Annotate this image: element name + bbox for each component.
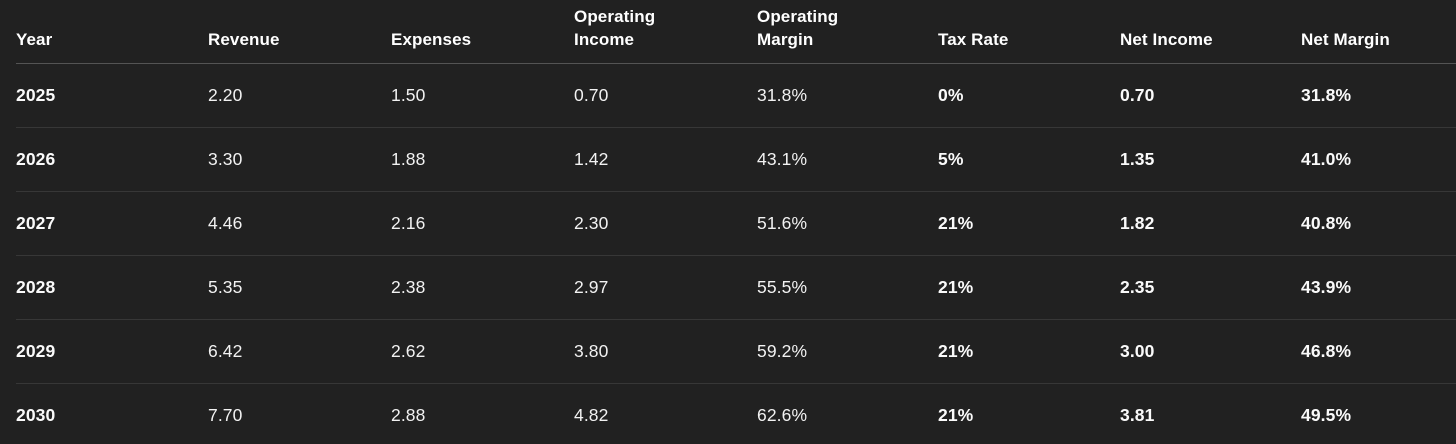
cell-tax-rate: 21% [938, 341, 974, 361]
table-row: 2025 2.20 1.50 0.70 31.8% 0% 0.70 31.8% [16, 64, 1456, 128]
header-row: Year Revenue Expenses Operating Income Opera… [16, 0, 1456, 64]
table-header: Year Revenue Expenses Operating Income Opera… [16, 0, 1456, 64]
cell-net-income: 1.82 [1120, 213, 1155, 233]
cell-operating-income: 3.80 [574, 341, 609, 361]
table-row: 2026 3.30 1.88 1.42 43.1% 5% 1.35 41.0% [16, 128, 1456, 192]
cell-operating-margin: 43.1% [757, 149, 808, 169]
column-header-revenue: Revenue [208, 30, 280, 49]
cell-expenses: 1.50 [391, 85, 426, 105]
cell-net-income: 3.81 [1120, 405, 1155, 425]
cell-tax-rate: 5% [938, 149, 964, 169]
financial-projection-table: Year Revenue Expenses Operating Income Opera… [16, 0, 1456, 444]
cell-year: 2030 [16, 405, 56, 425]
cell-net-margin: 31.8% [1301, 85, 1352, 105]
cell-revenue: 3.30 [208, 149, 243, 169]
column-header-net-income: Net Income [1120, 30, 1213, 49]
table-row: 2029 6.42 2.62 3.80 59.2% 21% 3.00 46.8% [16, 320, 1456, 384]
cell-net-margin: 46.8% [1301, 341, 1352, 361]
cell-expenses: 2.88 [391, 405, 426, 425]
cell-operating-margin: 31.8% [757, 85, 808, 105]
cell-net-margin: 49.5% [1301, 405, 1352, 425]
column-header-expenses: Expenses [391, 30, 472, 49]
table-row: 2030 7.70 2.88 4.82 62.6% 21% 3.81 49.5% [16, 384, 1456, 444]
cell-tax-rate: 21% [938, 213, 974, 233]
cell-expenses: 2.62 [391, 341, 426, 361]
cell-revenue: 7.70 [208, 405, 243, 425]
cell-revenue: 2.20 [208, 85, 243, 105]
cell-operating-margin: 59.2% [757, 341, 808, 361]
cell-revenue: 4.46 [208, 213, 243, 233]
cell-net-margin: 40.8% [1301, 213, 1352, 233]
cell-net-income: 0.70 [1120, 85, 1155, 105]
cell-tax-rate: 0% [938, 85, 964, 105]
cell-net-margin: 41.0% [1301, 149, 1352, 169]
cell-operating-income: 1.42 [574, 149, 609, 169]
cell-year: 2026 [16, 149, 56, 169]
cell-operating-income: 4.82 [574, 405, 609, 425]
cell-operating-margin: 62.6% [757, 405, 808, 425]
cell-tax-rate: 21% [938, 405, 974, 425]
cell-year: 2025 [16, 85, 56, 105]
column-header-net-margin: Net Margin [1301, 30, 1390, 49]
cell-expenses: 1.88 [391, 149, 426, 169]
cell-net-margin: 43.9% [1301, 277, 1352, 297]
cell-year: 2027 [16, 213, 56, 233]
cell-expenses: 2.38 [391, 277, 426, 297]
cell-operating-margin: 55.5% [757, 277, 808, 297]
cell-revenue: 6.42 [208, 341, 243, 361]
table-row: 2028 5.35 2.38 2.97 55.5% 21% 2.35 43.9% [16, 256, 1456, 320]
cell-operating-margin: 51.6% [757, 213, 808, 233]
cell-net-income: 3.00 [1120, 341, 1155, 361]
cell-operating-income: 0.70 [574, 85, 609, 105]
cell-operating-income: 2.30 [574, 213, 609, 233]
column-header-operating-income: Operating Income [574, 7, 656, 49]
cell-operating-income: 2.97 [574, 277, 609, 297]
table-body: 2025 2.20 1.50 0.70 31.8% 0% 0.70 31.8% 2026 3.30… [16, 64, 1456, 444]
cell-tax-rate: 21% [938, 277, 974, 297]
cell-year: 2029 [16, 341, 56, 361]
table-row: 2027 4.46 2.16 2.30 51.6% 21% 1.82 40.8% [16, 192, 1456, 256]
cell-revenue: 5.35 [208, 277, 243, 297]
column-header-operating-margin: Operating Margin [757, 7, 839, 49]
column-header-tax-rate: Tax Rate [938, 30, 1009, 49]
cell-net-income: 2.35 [1120, 277, 1155, 297]
cell-net-income: 1.35 [1120, 149, 1155, 169]
cell-year: 2028 [16, 277, 56, 297]
column-header-year: Year [16, 30, 53, 49]
cell-expenses: 2.16 [391, 213, 426, 233]
